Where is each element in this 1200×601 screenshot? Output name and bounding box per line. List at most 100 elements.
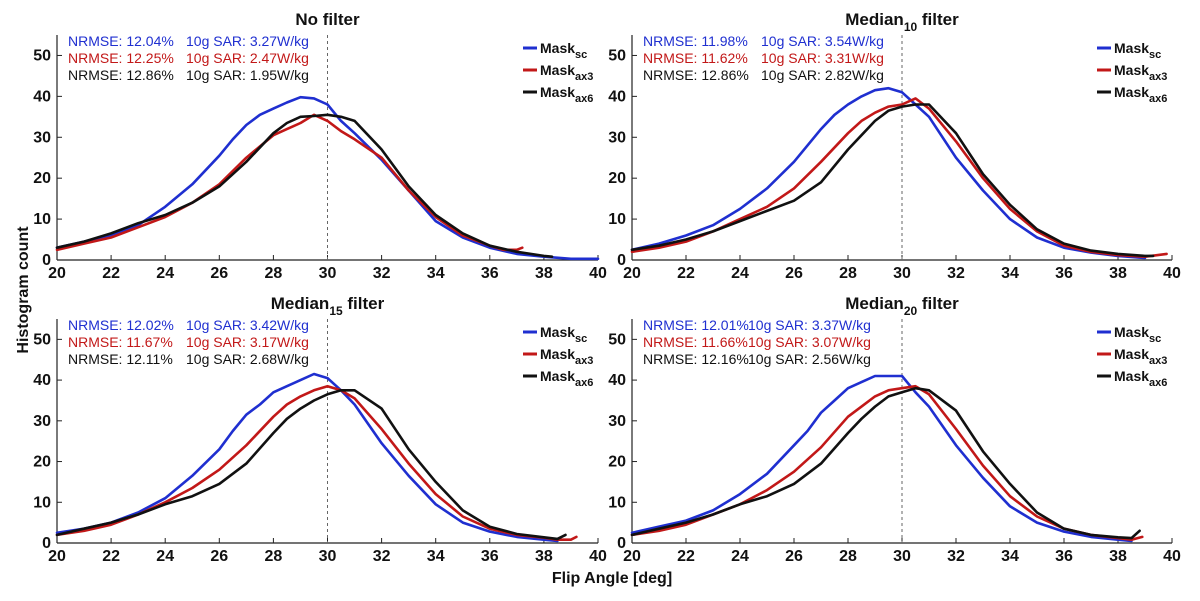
x-axis-label: Flip Angle [deg] — [552, 570, 672, 587]
y-tick-label: 40 — [33, 372, 51, 389]
legend-label: Maskax3 — [540, 62, 593, 83]
x-tick-label: 20 — [623, 548, 641, 565]
nrmse-text: NRMSE: 12.04% — [68, 33, 174, 49]
x-tick-label: 32 — [947, 548, 965, 565]
sar-text: 10g SAR: 2.47W/kg — [186, 50, 309, 66]
chart-panel-2: 20 22 24 26 28 30 32 34 36 38 40 0 10 20 30 40 50 Median1… — [608, 10, 1181, 282]
y-tick-label: 40 — [33, 88, 51, 105]
sar-text: 10g SAR: 2.82W/kg — [761, 67, 884, 83]
chart-title: No filter — [295, 10, 360, 29]
legend-label: Maskax3 — [1114, 62, 1167, 83]
x-tick-label: 40 — [1163, 548, 1181, 565]
nrmse-text: NRMSE: 11.98% — [643, 33, 748, 49]
chart-title: Median20 filter — [845, 294, 959, 318]
panels: 20 22 24 26 28 30 32 34 36 38 40 0 10 20 30 40 50 No filt… — [33, 10, 1181, 565]
x-tick-label: 22 — [102, 265, 120, 282]
y-tick-label: 10 — [33, 211, 51, 228]
x-tick-label: 34 — [1001, 265, 1019, 282]
x-tick-label: 40 — [589, 265, 607, 282]
nrmse-text: NRMSE: 12.86% — [643, 67, 749, 83]
sar-text: 10g SAR: 2.56W/kg — [748, 351, 871, 367]
y-tick-label: 30 — [608, 413, 626, 430]
y-tick-label: 40 — [608, 372, 626, 389]
x-tick-label: 30 — [893, 265, 911, 282]
chart-title: Median15 filter — [271, 294, 385, 318]
sar-text: 10g SAR: 3.42W/kg — [186, 317, 309, 333]
legend-label: Maskax6 — [1114, 84, 1167, 105]
legend-label: Masksc — [1114, 40, 1161, 61]
legend-label: Masksc — [540, 40, 587, 61]
y-tick-label: 40 — [608, 88, 626, 105]
x-tick-label: 36 — [481, 265, 499, 282]
legend-label: Masksc — [1114, 324, 1161, 345]
x-tick-label: 34 — [427, 548, 445, 565]
nrmse-text: NRMSE: 11.62% — [643, 50, 748, 66]
y-tick-label: 0 — [42, 535, 51, 552]
y-tick-label: 50 — [608, 331, 626, 348]
x-tick-label: 28 — [839, 265, 857, 282]
x-tick-label: 26 — [210, 265, 228, 282]
y-tick-label: 10 — [608, 211, 626, 228]
series-line-mask-ax3 — [630, 97, 1168, 259]
nrmse-text: NRMSE: 11.66% — [643, 334, 748, 350]
x-tick-label: 22 — [677, 548, 695, 565]
nrmse-text: NRMSE: 12.01% — [643, 317, 749, 333]
y-tick-label: 0 — [42, 252, 51, 269]
nrmse-text: NRMSE: 11.67% — [68, 334, 173, 350]
x-tick-label: 26 — [210, 548, 228, 565]
y-tick-label: 20 — [33, 454, 51, 471]
x-tick-label: 24 — [731, 548, 749, 565]
x-tick-label: 40 — [589, 548, 607, 565]
legend-label: Masksc — [540, 324, 587, 345]
legend-label: Maskax6 — [1114, 368, 1167, 389]
x-tick-label: 20 — [48, 548, 66, 565]
nrmse-text: NRMSE: 12.86% — [68, 67, 174, 83]
series-line-mask-sc — [55, 372, 559, 543]
x-tick-label: 36 — [481, 548, 499, 565]
chart-panel-3: 20 22 24 26 28 30 32 34 36 38 40 0 10 20 30 40 50 Median1… — [33, 294, 607, 565]
sar-text: 10g SAR: 3.54W/kg — [761, 33, 884, 49]
x-tick-label: 24 — [156, 265, 174, 282]
sar-text: 10g SAR: 3.17W/kg — [186, 334, 309, 350]
chart-panel-1: 20 22 24 26 28 30 32 34 36 38 40 0 10 20 30 40 50 No filt… — [33, 10, 607, 282]
nrmse-text: NRMSE: 12.02% — [68, 317, 174, 333]
legend-label: Maskax3 — [1114, 346, 1167, 367]
x-tick-label: 22 — [102, 548, 120, 565]
y-tick-label: 50 — [608, 47, 626, 64]
series-line-mask-sc — [630, 374, 1133, 543]
sar-text: 10g SAR: 3.31W/kg — [761, 50, 884, 66]
x-tick-label: 38 — [1109, 265, 1127, 282]
y-tick-label: 0 — [617, 535, 626, 552]
x-tick-label: 38 — [535, 548, 553, 565]
x-tick-label: 30 — [319, 548, 337, 565]
x-tick-label: 40 — [1163, 265, 1181, 282]
y-tick-label: 20 — [33, 170, 51, 187]
y-tick-label: 30 — [608, 129, 626, 146]
y-tick-label: 30 — [33, 413, 51, 430]
x-tick-label: 32 — [373, 548, 391, 565]
sar-text: 10g SAR: 3.37W/kg — [748, 317, 871, 333]
series-line-mask-ax6 — [630, 386, 1141, 540]
x-tick-label: 28 — [839, 548, 857, 565]
sar-text: 10g SAR: 2.68W/kg — [186, 351, 309, 367]
series-line-mask-ax6 — [55, 113, 554, 259]
legend-label: Maskax6 — [540, 368, 593, 389]
series-line-mask-sc — [55, 95, 600, 261]
sar-text: 10g SAR: 3.27W/kg — [186, 33, 309, 49]
nrmse-text: NRMSE: 12.16% — [643, 351, 749, 367]
y-tick-label: 10 — [608, 494, 626, 511]
x-tick-label: 26 — [785, 265, 803, 282]
x-tick-label: 20 — [623, 265, 641, 282]
x-tick-label: 22 — [677, 265, 695, 282]
x-tick-label: 24 — [156, 548, 174, 565]
sar-text: 10g SAR: 3.07W/kg — [748, 334, 871, 350]
y-axis-label: Histogram count — [15, 226, 32, 354]
nrmse-text: NRMSE: 12.11% — [68, 351, 173, 367]
series-line-mask-ax6 — [630, 103, 1155, 258]
x-tick-label: 30 — [893, 548, 911, 565]
chart-title: Median10 filter — [845, 10, 959, 34]
y-tick-label: 20 — [608, 454, 626, 471]
x-tick-label: 36 — [1055, 265, 1073, 282]
nrmse-text: NRMSE: 12.25% — [68, 50, 174, 66]
